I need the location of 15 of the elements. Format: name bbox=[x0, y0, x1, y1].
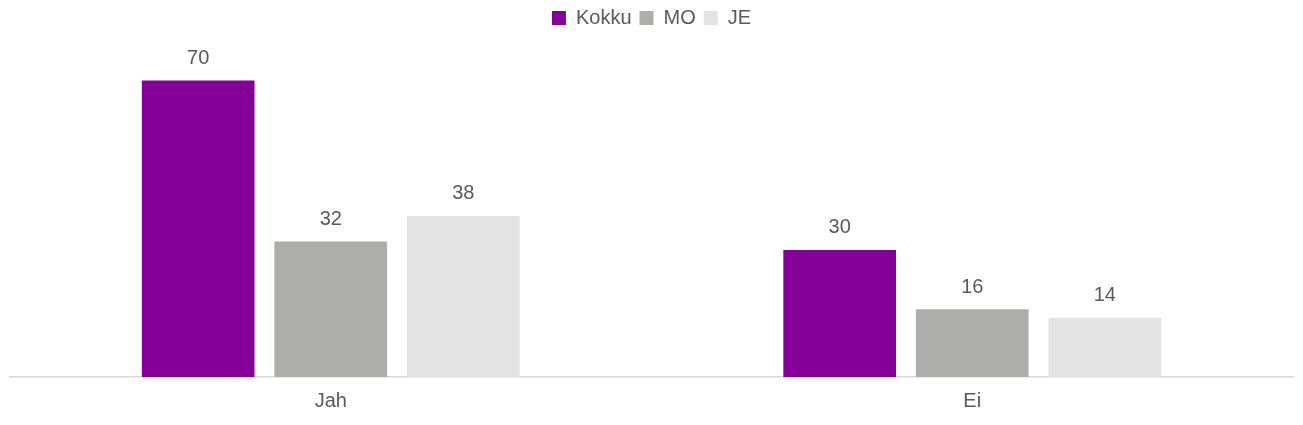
data-label: 14 bbox=[1093, 283, 1116, 306]
bar bbox=[783, 249, 897, 377]
data-label: 70 bbox=[187, 45, 210, 68]
x-tick-label: Jah bbox=[314, 388, 347, 411]
bar bbox=[274, 241, 388, 377]
x-tick-label: Ei bbox=[963, 388, 982, 411]
data-label: 16 bbox=[961, 274, 984, 297]
data-label: 32 bbox=[319, 206, 342, 229]
data-label: 30 bbox=[828, 215, 851, 238]
bar bbox=[141, 80, 255, 377]
legend-label: JE bbox=[727, 5, 752, 28]
bar bbox=[915, 309, 1029, 377]
legend-label: Kokku bbox=[575, 5, 632, 28]
legend-label: MO bbox=[663, 5, 696, 28]
data-label: 38 bbox=[452, 181, 475, 204]
